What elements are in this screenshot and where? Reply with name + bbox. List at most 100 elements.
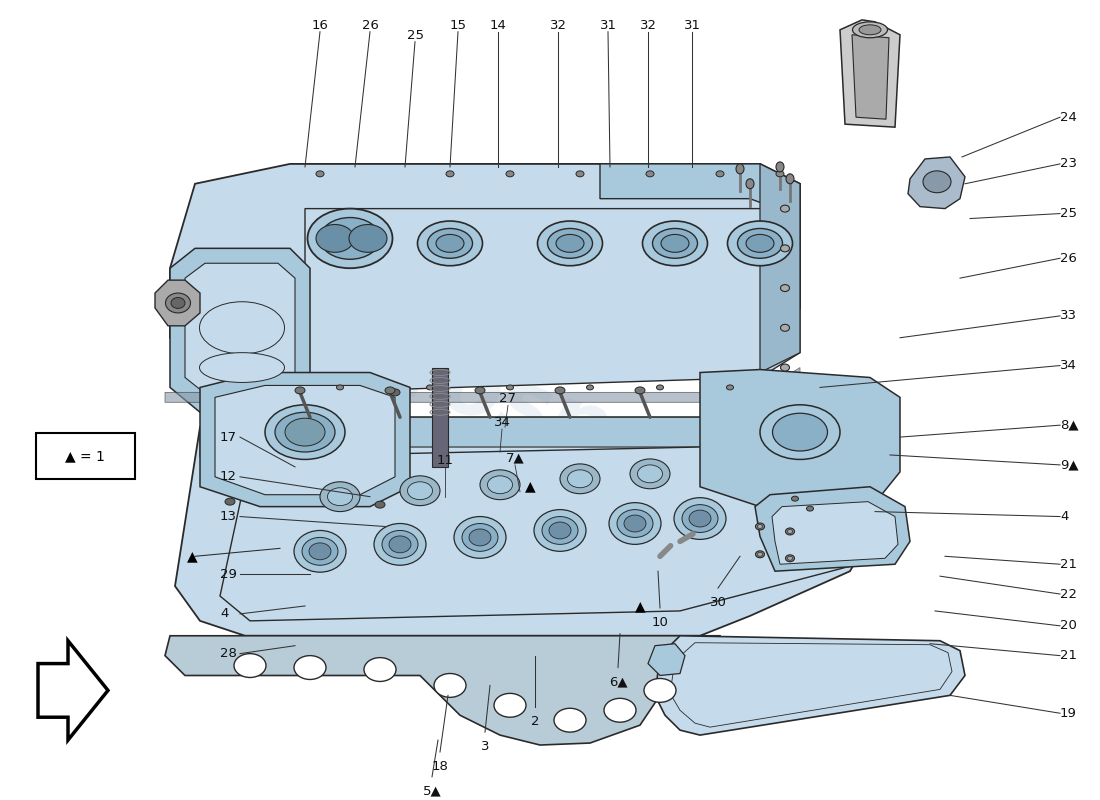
Ellipse shape [604,698,636,722]
Text: 22: 22 [1060,587,1077,601]
Ellipse shape [568,470,593,488]
Ellipse shape [630,459,670,489]
Ellipse shape [556,387,565,394]
Ellipse shape [375,501,385,508]
Ellipse shape [337,385,343,390]
Ellipse shape [475,387,485,394]
Ellipse shape [638,465,662,482]
Polygon shape [200,373,410,506]
Ellipse shape [776,171,784,177]
Polygon shape [170,164,800,338]
Text: 4: 4 [1060,510,1068,523]
Ellipse shape [320,482,360,511]
Text: 17: 17 [220,430,236,443]
Ellipse shape [234,654,266,678]
Text: 29: 29 [220,568,236,581]
Ellipse shape [644,678,676,702]
Text: 13: 13 [220,510,236,523]
Polygon shape [170,164,800,338]
Ellipse shape [727,221,792,266]
Ellipse shape [295,387,305,394]
Text: 3: 3 [481,740,490,753]
Ellipse shape [506,171,514,177]
Text: 20: 20 [1060,619,1077,632]
Ellipse shape [586,385,594,390]
Text: 30: 30 [710,596,726,609]
Ellipse shape [758,525,762,529]
Ellipse shape [487,476,513,494]
Text: 21: 21 [1060,649,1077,662]
Polygon shape [772,502,898,564]
Text: 32: 32 [550,18,566,32]
Text: 2: 2 [530,715,539,728]
Polygon shape [654,636,965,735]
Text: 9▲: 9▲ [1060,458,1079,471]
Ellipse shape [556,234,584,252]
Ellipse shape [806,506,814,511]
Ellipse shape [316,171,324,177]
Polygon shape [760,164,800,373]
Ellipse shape [642,221,707,266]
Ellipse shape [760,405,840,459]
Ellipse shape [781,285,790,291]
Ellipse shape [746,234,774,252]
Ellipse shape [682,505,718,533]
Polygon shape [432,367,448,467]
Ellipse shape [859,25,881,34]
Ellipse shape [772,414,827,451]
Ellipse shape [923,171,952,193]
Polygon shape [755,486,910,571]
Ellipse shape [652,229,697,258]
Ellipse shape [781,245,790,252]
Polygon shape [648,644,685,675]
Ellipse shape [534,510,586,551]
Ellipse shape [756,551,764,558]
Ellipse shape [726,385,734,390]
Text: 24: 24 [1060,110,1077,124]
Ellipse shape [320,218,379,259]
Text: 16: 16 [311,18,329,32]
Ellipse shape [436,234,464,252]
Polygon shape [840,20,900,127]
Ellipse shape [382,530,418,558]
Ellipse shape [657,385,663,390]
Polygon shape [185,263,295,398]
Polygon shape [700,370,900,506]
Ellipse shape [328,488,352,506]
Text: 6▲: 6▲ [608,675,627,689]
Text: 32: 32 [639,18,657,32]
Text: 26: 26 [1060,252,1077,265]
Polygon shape [200,418,870,457]
Ellipse shape [776,162,784,172]
Text: 33: 33 [1060,310,1077,322]
Polygon shape [852,34,889,119]
Ellipse shape [786,174,794,184]
Text: 18: 18 [431,760,449,773]
Text: a passion for parts since 1985: a passion for parts since 1985 [287,495,613,618]
Ellipse shape [781,205,790,212]
Text: ▲: ▲ [187,550,197,563]
Ellipse shape [661,234,689,252]
Ellipse shape [349,225,387,252]
Ellipse shape [494,694,526,718]
Text: 21: 21 [1060,558,1077,570]
Ellipse shape [170,298,185,309]
Text: ▲: ▲ [525,480,536,494]
Ellipse shape [309,543,331,560]
Text: ▲: ▲ [635,599,646,613]
Text: 26: 26 [362,18,378,32]
Text: 25: 25 [407,29,424,42]
Ellipse shape [538,221,603,266]
Ellipse shape [469,529,491,546]
Ellipse shape [542,517,578,544]
Polygon shape [165,367,800,402]
Text: ▲ = 1: ▲ = 1 [65,449,104,463]
Ellipse shape [781,364,790,371]
Text: 31: 31 [683,18,701,32]
Polygon shape [170,248,310,412]
Ellipse shape [400,476,440,506]
Text: 10: 10 [651,616,669,629]
Text: 5▲: 5▲ [422,785,441,798]
Ellipse shape [716,171,724,177]
Text: 4: 4 [220,607,229,621]
